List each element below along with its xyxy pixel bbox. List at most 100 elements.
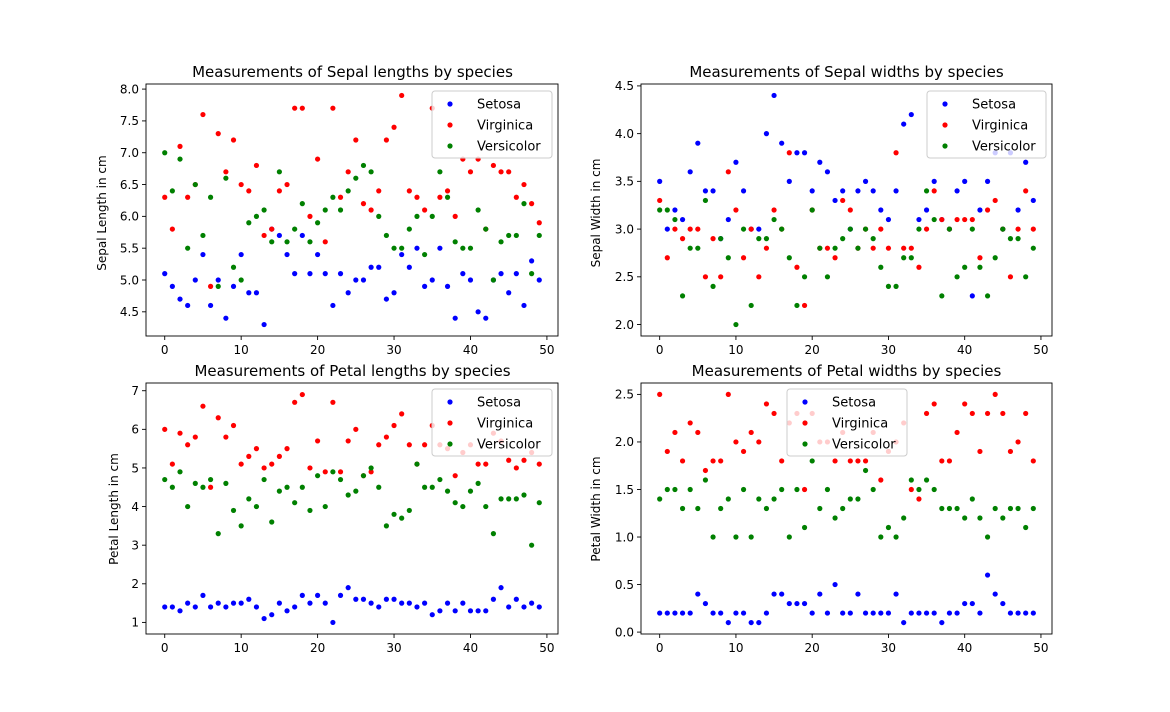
plot-area: 0 10 20 30 40 50 0.0 0.5 1.0 1.5 2.0 2.5 Setosa Virgi… <box>615 382 1053 655</box>
series-setosa <box>162 226 542 328</box>
y-tick-label: 7.0 <box>120 146 139 160</box>
data-point <box>954 610 960 616</box>
data-point <box>307 600 313 606</box>
data-point <box>246 596 252 602</box>
data-point <box>893 188 899 194</box>
data-point <box>1015 236 1021 242</box>
data-point <box>490 162 497 169</box>
data-point <box>246 188 252 194</box>
data-point <box>207 604 214 610</box>
data-point <box>679 610 686 616</box>
data-point <box>207 476 214 483</box>
data-point <box>733 207 739 213</box>
data-point <box>763 245 770 251</box>
data-point <box>771 591 777 597</box>
data-point <box>513 465 519 471</box>
data-point <box>536 277 542 283</box>
data-point <box>817 505 823 512</box>
legend-box <box>926 90 1047 159</box>
data-point <box>261 232 267 239</box>
data-point <box>498 585 504 591</box>
data-point <box>771 92 777 99</box>
data-point <box>740 448 747 455</box>
data-point <box>529 600 535 606</box>
data-point <box>322 207 328 213</box>
data-point <box>330 469 336 475</box>
data-point <box>529 271 535 277</box>
data-point <box>292 399 298 405</box>
x-tick-label: 40 <box>957 641 972 655</box>
y-tick-label: 2.0 <box>615 318 634 332</box>
data-point <box>383 596 389 602</box>
data-point <box>192 604 198 610</box>
data-point <box>946 610 953 616</box>
data-point <box>901 619 907 626</box>
x-tick-label: 10 <box>728 641 743 655</box>
data-point <box>207 302 214 309</box>
data-point <box>1007 505 1014 512</box>
data-point <box>878 477 884 483</box>
data-point <box>498 239 504 245</box>
data-point <box>536 461 542 467</box>
data-point <box>230 600 237 606</box>
data-point <box>679 293 686 299</box>
data-point <box>657 178 663 184</box>
subplot-sepal-length: Measurements of Sepal lengths by species… <box>95 63 559 357</box>
data-point <box>870 236 876 242</box>
y-tick-label: 2.5 <box>615 270 634 284</box>
data-point <box>483 503 489 510</box>
data-point <box>253 503 260 510</box>
data-point <box>475 608 481 614</box>
data-point <box>177 430 183 436</box>
data-point <box>962 401 968 407</box>
data-point <box>383 296 389 302</box>
data-point <box>376 213 382 219</box>
data-point <box>162 476 168 483</box>
series-versicolor <box>657 188 1036 328</box>
series-virginica <box>162 92 542 289</box>
legend-marker <box>447 399 453 405</box>
data-point <box>1007 274 1014 280</box>
data-point <box>824 486 831 493</box>
data-point <box>786 255 792 261</box>
data-point <box>847 226 853 232</box>
data-point <box>725 391 731 398</box>
data-point <box>954 429 960 436</box>
data-point <box>1023 410 1029 417</box>
y-tick-label: 6.0 <box>120 210 139 224</box>
data-point <box>490 531 497 537</box>
data-point <box>345 492 351 498</box>
data-point <box>702 274 709 280</box>
data-point <box>360 162 367 169</box>
y-tick-label: 2.5 <box>615 388 634 402</box>
data-point <box>801 486 808 493</box>
data-point <box>672 610 678 616</box>
data-point <box>162 271 168 277</box>
data-point <box>725 496 731 502</box>
data-point <box>962 600 968 607</box>
data-point <box>657 207 663 213</box>
y-tick-label: 3 <box>131 538 139 552</box>
data-point <box>223 175 229 181</box>
data-point <box>687 610 693 616</box>
data-point <box>513 271 519 277</box>
data-point <box>718 458 724 464</box>
data-point <box>718 610 724 616</box>
data-point <box>657 496 663 502</box>
data-point <box>253 604 260 610</box>
data-point <box>414 245 420 251</box>
data-point <box>399 92 405 99</box>
data-point <box>733 321 739 328</box>
data-point <box>177 156 183 162</box>
data-point <box>169 461 175 467</box>
data-point <box>1030 245 1036 251</box>
data-point <box>1030 197 1036 204</box>
data-point <box>185 503 191 510</box>
y-tick-label: 5.0 <box>120 273 139 287</box>
data-point <box>376 188 382 194</box>
data-point <box>391 596 397 602</box>
legend-marker <box>447 420 453 426</box>
data-point <box>169 283 175 289</box>
data-point <box>801 150 808 156</box>
